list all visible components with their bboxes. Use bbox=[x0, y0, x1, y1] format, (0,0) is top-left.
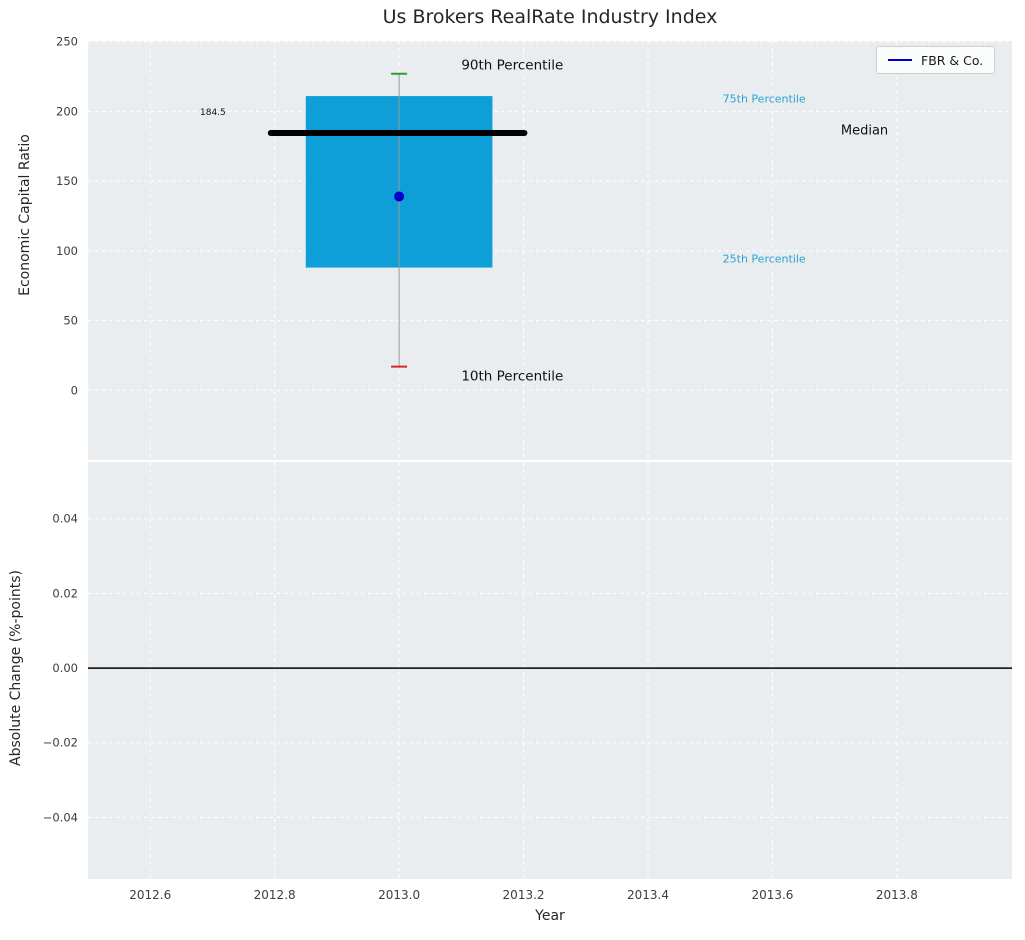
x-tick-label: 2012.6 bbox=[129, 888, 171, 902]
box-plot bbox=[267, 72, 528, 368]
y-axis-label-bottom: Absolute Change (%-points) bbox=[8, 570, 24, 766]
bottom-plot-background bbox=[88, 462, 1012, 879]
x-tick-label: 2013.6 bbox=[751, 888, 793, 902]
y-tick-label: 150 bbox=[56, 174, 78, 188]
x-tick-label: 2013.8 bbox=[876, 888, 918, 902]
y-tick-label: 250 bbox=[56, 35, 78, 49]
y-tick-label: 0.04 bbox=[52, 512, 78, 526]
y-axis-label-top: Economic Capital Ratio bbox=[17, 134, 33, 296]
y-tick-label: 200 bbox=[56, 104, 78, 118]
y-tick-label: 100 bbox=[56, 244, 78, 258]
y-tick-label: −0.04 bbox=[43, 810, 78, 824]
annotation: Median bbox=[841, 123, 888, 138]
annotation: 184.5 bbox=[200, 108, 226, 118]
x-tick-label: 2013.0 bbox=[378, 888, 420, 902]
x-tick-label: 2012.8 bbox=[254, 888, 296, 902]
x-axis-label: Year bbox=[535, 908, 565, 924]
legend: FBR & Co. bbox=[876, 46, 996, 74]
legend-line-sample bbox=[888, 59, 912, 61]
y-tick-label: 0.02 bbox=[52, 586, 78, 600]
annotation: 75th Percentile bbox=[723, 92, 806, 105]
annotations: 90th Percentile 10th Percentile 75th Perce… bbox=[200, 57, 888, 384]
annotation: 25th Percentile bbox=[723, 253, 806, 266]
y-tick-label: 0 bbox=[71, 383, 78, 397]
tick-labels: 0 50 100 150 200 250 −0.04 −0.02 0.00 0.02 0.04 201… bbox=[43, 35, 918, 902]
y-tick-label: −0.02 bbox=[43, 736, 78, 750]
x-tick-label: 2013.4 bbox=[627, 888, 669, 902]
y-tick-label: 50 bbox=[63, 314, 78, 328]
legend-label: FBR & Co. bbox=[921, 52, 984, 68]
y-tick-label: 0.00 bbox=[52, 661, 78, 675]
company-marker bbox=[394, 191, 405, 202]
annotation: 90th Percentile bbox=[461, 57, 563, 73]
annotation: 10th Percentile bbox=[461, 368, 563, 384]
chart-title: Us Brokers RealRate Industry Index bbox=[382, 6, 718, 28]
x-tick-label: 2013.2 bbox=[503, 888, 545, 902]
